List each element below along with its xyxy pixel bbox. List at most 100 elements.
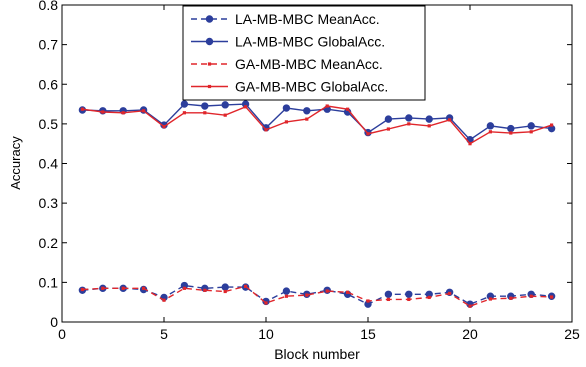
- legend-box: [182, 5, 426, 101]
- data-point: [346, 107, 350, 111]
- legend-marker: [205, 15, 214, 23]
- data-point: [384, 290, 393, 298]
- y-axis-label: Accuracy: [8, 136, 23, 190]
- data-point: [405, 114, 413, 122]
- data-point: [284, 120, 288, 124]
- data-point: [550, 123, 554, 127]
- x-tick-label: 0: [58, 326, 66, 342]
- data-point: [303, 107, 311, 115]
- legend-marker: [207, 62, 212, 66]
- data-point: [527, 122, 535, 130]
- data-point: [448, 118, 452, 122]
- y-tick-label: 0.3: [39, 195, 59, 211]
- data-point: [121, 111, 125, 115]
- data-point: [509, 296, 513, 300]
- data-point: [305, 117, 309, 121]
- data-point: [529, 294, 533, 298]
- data-point: [121, 286, 125, 290]
- legend: LA-MB-MBC MeanAcc. LA-MB-MBC GlobalAcc. GA…: [182, 5, 426, 101]
- data-point: [142, 109, 146, 113]
- data-point: [101, 110, 105, 114]
- data-point: [407, 122, 411, 126]
- data-point: [366, 132, 370, 136]
- series-layer: [78, 100, 556, 308]
- data-point: [282, 287, 291, 295]
- series-line: [82, 103, 552, 141]
- x-axis-label: Block number: [274, 346, 360, 362]
- legend-item: GA-MB-MBC MeanAcc.: [191, 56, 383, 72]
- data-point: [101, 286, 105, 290]
- data-point: [384, 115, 393, 123]
- legend-marker: [207, 84, 212, 89]
- data-point: [264, 128, 268, 132]
- data-point: [407, 297, 411, 302]
- data-point: [221, 283, 229, 291]
- data-point: [386, 297, 390, 302]
- data-point: [180, 100, 189, 108]
- x-tick-label: 20: [462, 326, 478, 342]
- data-point: [223, 289, 227, 294]
- y-tick-label: 0.6: [39, 76, 59, 92]
- legend-label: GA-MB-MBC MeanAcc.: [235, 56, 383, 72]
- data-point: [182, 111, 186, 115]
- data-point: [366, 299, 370, 303]
- data-point: [244, 105, 248, 109]
- legend-label: GA-MB-MBC GlobalAcc.: [235, 79, 388, 95]
- data-point: [448, 291, 452, 296]
- x-tick-label: 15: [360, 326, 376, 342]
- data-point: [162, 125, 166, 129]
- data-point: [509, 131, 513, 135]
- data-point: [529, 130, 533, 134]
- y-tick-label: 0.7: [39, 37, 59, 53]
- data-point: [201, 102, 209, 110]
- data-point: [282, 104, 291, 112]
- data-point: [488, 130, 492, 134]
- legend-item: GA-MB-MBC GlobalAcc.: [191, 79, 388, 95]
- data-point: [80, 287, 84, 292]
- legend-label: LA-MB-MBC GlobalAcc.: [235, 34, 385, 50]
- data-point: [203, 111, 207, 115]
- data-point: [405, 290, 413, 298]
- y-tick-label: 0.5: [39, 116, 59, 132]
- y-tick-label: 0: [50, 314, 58, 330]
- data-point: [221, 101, 229, 109]
- x-tick-label: 10: [258, 326, 274, 342]
- y-tick-label: 0.2: [39, 235, 59, 251]
- series-line: [82, 285, 552, 307]
- data-point: [284, 294, 288, 298]
- x-tick-label: 5: [160, 326, 168, 342]
- data-point: [203, 288, 207, 292]
- data-point: [244, 284, 248, 288]
- data-point: [182, 286, 186, 290]
- y-tick-label: 0.1: [39, 274, 59, 290]
- x-tick-label: 25: [564, 326, 580, 342]
- data-point: [346, 290, 350, 294]
- data-point: [162, 298, 166, 302]
- data-point: [223, 113, 227, 117]
- data-point: [468, 304, 472, 308]
- data-point: [507, 124, 515, 133]
- legend-label: LA-MB-MBC MeanAcc.: [235, 11, 380, 27]
- data-point: [427, 124, 431, 128]
- series-line: [82, 105, 552, 145]
- legend-item: LA-MB-MBC MeanAcc.: [191, 11, 380, 27]
- series-3: [80, 284, 554, 308]
- data-point: [488, 297, 492, 301]
- axis-layer: 0 5 10 15 20 25 0 0.1 0.2 0.3 0.4 0.5 0.6 0.7 0.8: [39, 0, 580, 342]
- y-tick-label: 0.8: [39, 0, 59, 13]
- data-point: [386, 127, 390, 131]
- legend-marker: [205, 37, 214, 46]
- data-point: [325, 104, 329, 108]
- data-point: [142, 286, 146, 290]
- data-point: [486, 122, 495, 130]
- data-point: [325, 289, 329, 293]
- data-point: [468, 142, 472, 146]
- data-point: [264, 301, 268, 305]
- legend-item: LA-MB-MBC GlobalAcc.: [191, 34, 385, 50]
- data-point: [305, 293, 309, 297]
- data-point: [427, 295, 431, 300]
- data-point: [425, 115, 433, 123]
- y-tick-label: 0.4: [39, 156, 59, 172]
- data-point: [550, 295, 554, 299]
